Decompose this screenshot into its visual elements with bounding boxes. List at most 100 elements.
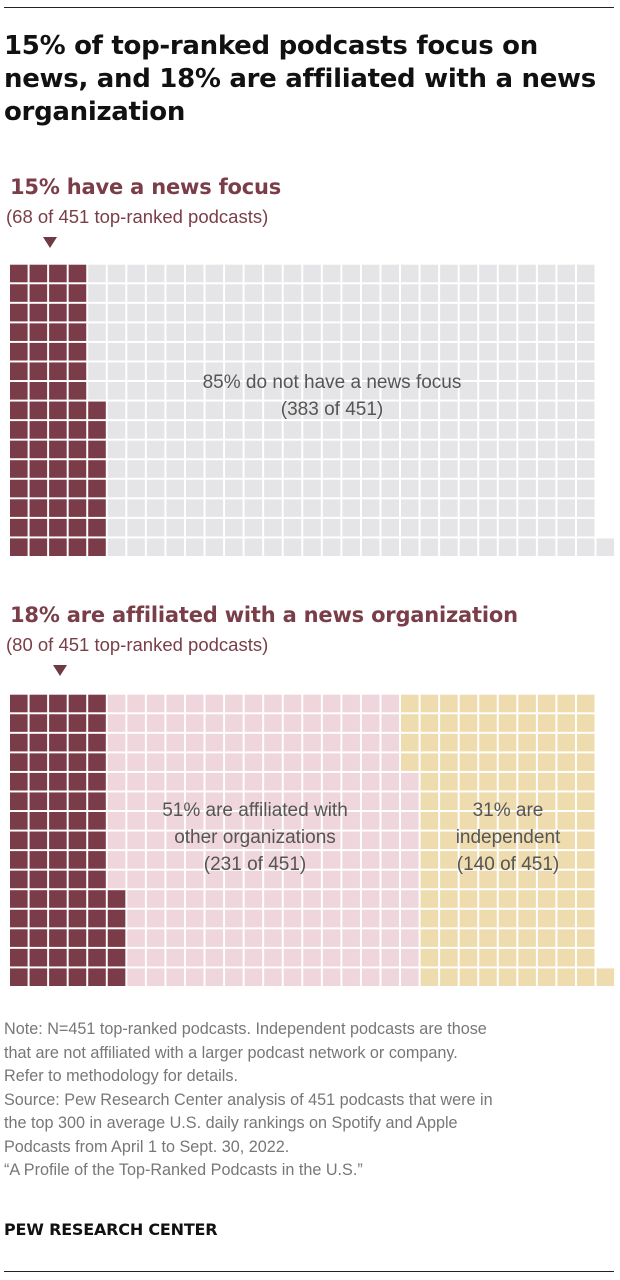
waffle-cell-no-news-focus — [361, 323, 380, 341]
waffle-cell-news-focus — [29, 518, 48, 537]
waffle-cell-no-news-focus — [361, 401, 380, 420]
waffle-cell-no-news-focus — [518, 499, 536, 517]
waffle-cell-news-organization — [10, 929, 28, 947]
waffle-cell-no-news-focus — [401, 440, 419, 459]
waffle-cell-other-organizations — [361, 890, 380, 908]
top-rule — [4, 7, 614, 8]
waffle-cell-other-organizations — [205, 948, 224, 967]
waffle-cell-news-organization — [68, 890, 87, 908]
waffle-cell-no-news-focus — [127, 440, 145, 459]
waffle-cell-no-news-focus — [381, 479, 400, 498]
waffle-cell-no-news-focus — [225, 401, 243, 420]
note-line: Note: N=451 top-ranked podcasts. Indepen… — [4, 1020, 487, 1038]
waffle-cell-other-organizations — [107, 714, 126, 732]
waffle-cell-no-news-focus — [166, 342, 184, 361]
waffle-cell-no-news-focus — [557, 362, 575, 381]
waffle-cell-news-organization — [10, 694, 28, 713]
waffle-cell-no-news-focus — [88, 362, 106, 381]
waffle-cell-no-news-focus — [440, 421, 458, 439]
waffle-cell-news-focus — [10, 499, 28, 517]
waffle-cell-other-organizations — [244, 968, 263, 986]
waffle-cell-independent — [459, 890, 478, 908]
waffle-cell-no-news-focus — [322, 264, 341, 283]
waffle-cell-news-focus — [88, 440, 106, 459]
waffle-cell-no-news-focus — [342, 518, 360, 537]
waffle-cell-no-news-focus — [420, 401, 439, 420]
waffle-cell-no-news-focus — [225, 303, 243, 322]
waffle-cell-no-news-focus — [361, 421, 380, 439]
waffle-cell-no-news-focus — [440, 499, 458, 517]
waffle-cell-news-organization — [10, 772, 28, 791]
waffle-cell-independent — [479, 968, 497, 986]
waffle-cell-other-organizations — [342, 968, 360, 986]
waffle-cell-no-news-focus — [322, 518, 341, 537]
waffle-cell-no-news-focus — [518, 460, 536, 478]
waffle-cell-news-organization — [49, 714, 67, 732]
waffle-cell-no-news-focus — [537, 538, 556, 556]
waffle-cell-no-news-focus — [244, 538, 263, 556]
waffle-cell-other-organizations — [303, 772, 321, 791]
waffle-cell-no-news-focus — [264, 479, 282, 498]
waffle-cell-no-news-focus — [244, 518, 263, 537]
waffle-cell-independent — [498, 772, 517, 791]
waffle-cell-other-organizations — [166, 948, 184, 967]
waffle-cell-other-organizations — [205, 792, 224, 811]
waffle-cell-other-organizations — [146, 948, 165, 967]
chart1-label-no-news-focus: 85% do not have a news focus (383 of 451… — [202, 372, 462, 420]
waffle-cell-other-organizations — [322, 929, 341, 947]
waffle-cell-independent — [459, 831, 478, 850]
waffle-cell-other-organizations — [283, 753, 302, 771]
waffle-cell-no-news-focus — [264, 264, 282, 283]
waffle-cell-no-news-focus — [498, 421, 517, 439]
waffle-cell-no-news-focus — [440, 323, 458, 341]
waffle-cell-other-organizations — [146, 890, 165, 908]
waffle-cell-no-news-focus — [342, 460, 360, 478]
waffle-cell-other-organizations — [185, 948, 204, 967]
waffle-cell-no-news-focus — [264, 460, 282, 478]
waffle-cell-no-news-focus — [459, 538, 478, 556]
waffle-cell-other-organizations — [283, 812, 302, 830]
waffle-cell-news-organization — [68, 851, 87, 869]
waffle-cell-news-organization — [68, 968, 87, 986]
waffle-cell-news-organization — [49, 792, 67, 811]
waffle-cell-independent — [576, 812, 595, 830]
waffle-cell-no-news-focus — [479, 518, 497, 537]
waffle-cell-news-focus — [10, 479, 28, 498]
waffle-cell-news-organization — [10, 714, 28, 732]
waffle-cell-other-organizations — [185, 812, 204, 830]
waffle-cell-no-news-focus — [401, 479, 419, 498]
waffle-cell-news-organization — [29, 831, 48, 850]
waffle-cell-independent — [479, 929, 497, 947]
waffle-cell-other-organizations — [185, 831, 204, 850]
waffle-cell-no-news-focus — [420, 421, 439, 439]
waffle-cell-other-organizations — [361, 831, 380, 850]
waffle-cell-no-news-focus — [498, 440, 517, 459]
waffle-cell-no-news-focus — [244, 362, 263, 381]
waffle-cell-other-organizations — [225, 772, 243, 791]
waffle-cell-independent — [576, 948, 595, 967]
waffle-cell-other-organizations — [361, 772, 380, 791]
waffle-cell-independent — [537, 948, 556, 967]
waffle-cell-other-organizations — [166, 909, 184, 928]
waffle-cell-other-organizations — [342, 792, 360, 811]
waffle-cell-no-news-focus — [420, 284, 439, 302]
waffle-cell-news-focus — [49, 401, 67, 420]
waffle-cell-independent — [518, 714, 536, 732]
waffle-cell-no-news-focus — [420, 342, 439, 361]
waffle-cell-no-news-focus — [146, 538, 165, 556]
waffle-cell-independent — [537, 968, 556, 986]
waffle-cell-no-news-focus — [518, 342, 536, 361]
waffle-cell-no-news-focus — [361, 479, 380, 498]
waffle-cell-no-news-focus — [107, 479, 126, 498]
waffle-cell-independent — [498, 714, 517, 732]
waffle-cell-no-news-focus — [322, 382, 341, 400]
waffle-cell-no-news-focus — [459, 342, 478, 361]
waffle-cell-news-organization — [88, 714, 106, 732]
waffle-cell-news-organization — [10, 733, 28, 752]
waffle-cell-independent — [459, 753, 478, 771]
waffle-cell-other-organizations — [361, 694, 380, 713]
waffle-cell-independent — [498, 870, 517, 889]
waffle-cell-other-organizations — [225, 831, 243, 850]
waffle-cell-other-organizations — [146, 851, 165, 869]
waffle-cell-independent — [537, 812, 556, 830]
